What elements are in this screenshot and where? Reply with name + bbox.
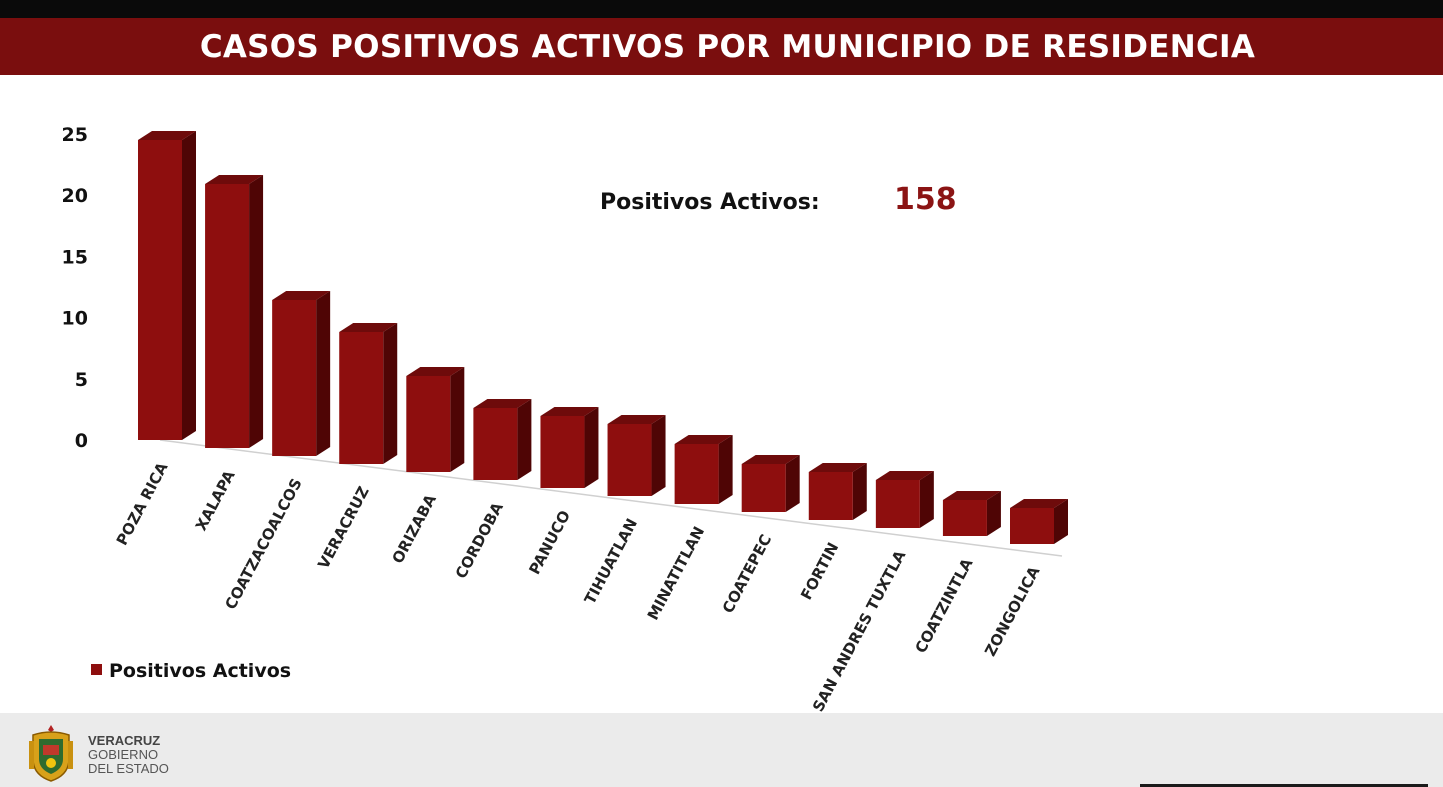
top-strip [0, 0, 1443, 18]
category-label: TIHUATLAN [581, 515, 641, 607]
bar-front [272, 300, 317, 456]
bar-top [674, 435, 733, 444]
bar-top [808, 463, 867, 472]
bar-top [741, 455, 800, 464]
bar-side [852, 463, 867, 520]
bar-top [138, 131, 196, 140]
bar-top [942, 491, 1001, 500]
bar-top [272, 291, 331, 300]
brand-line-1: VERACRUZ [88, 733, 161, 748]
bar-side [383, 323, 398, 464]
category-label: XALAPA [192, 467, 239, 534]
bar-top [607, 415, 666, 424]
brand-line-2: GOBIERNO [88, 747, 159, 762]
bar-series [138, 131, 1068, 544]
category-label: POZA RICA [113, 459, 172, 548]
bar [808, 463, 867, 520]
bar-top [473, 399, 532, 408]
footer: VERACRUZ GOBIERNO DEL ESTADO [0, 713, 1443, 787]
bar-top [205, 175, 264, 184]
bar-side [919, 471, 934, 528]
bar [339, 323, 398, 464]
bar-side [584, 407, 599, 488]
bar-front [942, 500, 987, 536]
brand-text: VERACRUZ GOBIERNO DEL ESTADO [88, 734, 169, 776]
bar-side [450, 367, 465, 472]
bar [741, 455, 800, 512]
bar [473, 399, 532, 480]
bar-top [875, 471, 934, 480]
bar [1010, 499, 1068, 544]
category-axis-line [159, 439, 1063, 557]
category-label: COATEPEC [719, 531, 776, 616]
bar-top [1010, 499, 1068, 508]
bar-front [674, 444, 719, 504]
bar-front [138, 140, 182, 440]
footer-underline [1140, 784, 1428, 787]
brand-line-3: DEL ESTADO [88, 761, 169, 776]
summary-label: Positivos Activos: [600, 190, 820, 215]
category-label: FORTIN [797, 539, 842, 602]
category-label: PANUCO [525, 507, 574, 577]
category-label: VERACRUZ [314, 483, 372, 572]
y-tick-label: 10 [62, 308, 88, 330]
title-bar: CASOS POSITIVOS ACTIVOS POR MUNICIPIO DE… [0, 18, 1443, 75]
category-label: MINATITLAN [644, 523, 708, 623]
bar-front [205, 184, 250, 448]
bar-side [986, 491, 1001, 536]
bar-side [1054, 499, 1068, 544]
bar-side [249, 175, 264, 448]
category-label: COATZACOALCOS [221, 475, 305, 612]
bar [875, 471, 934, 528]
bar-front [406, 376, 451, 472]
category-label: COATZINTLA [912, 555, 977, 656]
category-label: CORDOBA [452, 499, 507, 582]
y-axis-ticks: 0 5 10 15 20 25 [62, 124, 88, 452]
bar [607, 415, 666, 496]
bar [406, 367, 465, 472]
bar-front [1010, 508, 1054, 544]
bar-front [339, 332, 384, 464]
bar-side [718, 435, 733, 504]
legend-swatch [91, 664, 102, 675]
category-label: ORIZABA [389, 491, 440, 566]
page-title: CASOS POSITIVOS ACTIVOS POR MUNICIPIO DE… [199, 28, 1256, 65]
legend-label: Positivos Activos [109, 660, 291, 682]
bar [540, 407, 599, 488]
bar-side [517, 399, 532, 480]
bar-side [651, 415, 666, 496]
category-label: ZONGOLICA [981, 563, 1044, 659]
bar-side [316, 291, 331, 456]
y-tick-label: 15 [62, 246, 88, 268]
bar-top [406, 367, 465, 376]
y-tick-label: 20 [62, 185, 88, 207]
bar-front [741, 464, 786, 512]
bar-front [607, 424, 652, 496]
bar-top [339, 323, 398, 332]
summary-value: 158 [894, 182, 957, 217]
bar [205, 175, 264, 448]
bar-side [182, 131, 196, 440]
y-tick-label: 25 [62, 124, 88, 146]
legend: Positivos Activos [91, 660, 291, 682]
bar-front [808, 472, 853, 520]
bar-top [540, 407, 599, 416]
y-tick-label: 5 [75, 369, 88, 391]
bar-side [785, 455, 800, 512]
bar-front [540, 416, 585, 488]
bar-front [473, 408, 518, 480]
y-tick-label: 0 [75, 430, 88, 452]
bar [674, 435, 733, 504]
bar [942, 491, 1001, 536]
bar-front [875, 480, 920, 528]
coat-of-arms-icon [29, 725, 73, 782]
bar [138, 131, 196, 440]
bar [272, 291, 331, 456]
